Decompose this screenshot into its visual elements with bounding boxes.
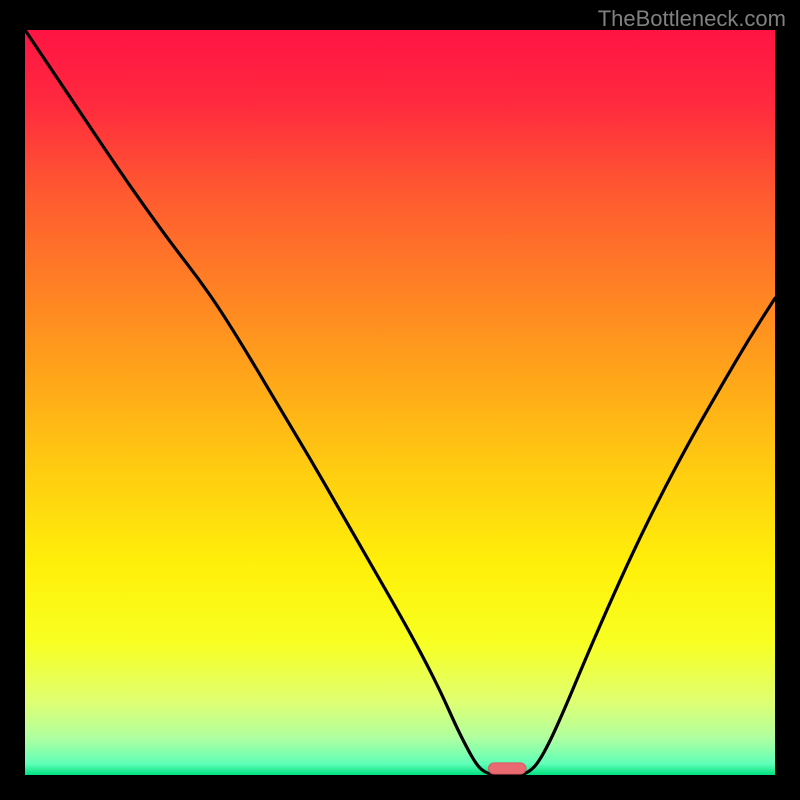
bottleneck-curve [25,30,775,775]
chart-plot-area [25,30,775,775]
optimal-point-marker [489,763,527,774]
watermark-text: TheBottleneck.com [598,6,786,32]
bottleneck-curve-layer [25,30,775,775]
